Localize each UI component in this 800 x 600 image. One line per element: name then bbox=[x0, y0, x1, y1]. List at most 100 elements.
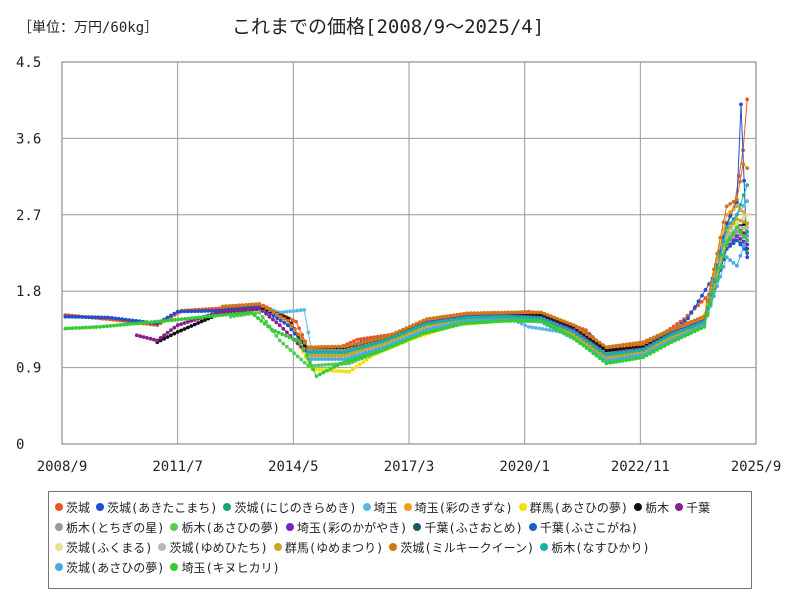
data-point bbox=[745, 97, 750, 102]
data-point bbox=[345, 359, 350, 364]
data-point bbox=[455, 317, 460, 321]
data-point bbox=[326, 350, 331, 355]
data-point bbox=[728, 221, 732, 226]
data-point bbox=[644, 346, 649, 350]
data-point bbox=[464, 321, 469, 326]
data-point bbox=[196, 321, 201, 325]
legend: 茨城 茨城(あきたこまち) 茨城(にじのきらめき) 埼玉 埼玉(彩のきずな) 群馬(あさひ… bbox=[48, 491, 752, 589]
data-point bbox=[581, 340, 586, 345]
data-point bbox=[662, 344, 667, 348]
legend-marker bbox=[528, 523, 537, 531]
data-point bbox=[323, 357, 327, 361]
legend-marker bbox=[170, 563, 179, 571]
data-point bbox=[728, 210, 732, 214]
data-point bbox=[721, 220, 726, 225]
data-point bbox=[346, 352, 351, 357]
legend-item: 茨城 bbox=[55, 497, 90, 517]
data-point bbox=[614, 347, 619, 352]
data-point bbox=[637, 353, 642, 358]
data-point bbox=[434, 328, 439, 333]
data-point bbox=[224, 304, 228, 309]
data-point bbox=[489, 315, 494, 319]
data-point bbox=[721, 254, 726, 259]
data-point bbox=[173, 318, 177, 322]
data-point bbox=[591, 351, 596, 356]
data-point bbox=[156, 319, 160, 324]
data-point bbox=[689, 319, 694, 324]
data-point bbox=[274, 320, 279, 325]
legend-item: 茨城(ふくまる) bbox=[55, 537, 152, 557]
data-point bbox=[745, 183, 750, 188]
data-point bbox=[319, 357, 324, 361]
data-point bbox=[257, 310, 262, 315]
data-point bbox=[273, 329, 277, 333]
legend-item: 栃木(とちぎの星) bbox=[55, 517, 164, 537]
data-point bbox=[555, 316, 560, 321]
data-point bbox=[712, 279, 716, 284]
data-point bbox=[682, 327, 687, 332]
data-point bbox=[627, 352, 632, 357]
data-point bbox=[568, 328, 573, 333]
data-point bbox=[387, 339, 392, 344]
data-point bbox=[298, 340, 302, 344]
legend-marker bbox=[403, 503, 412, 511]
data-point bbox=[562, 326, 566, 330]
data-point bbox=[634, 348, 639, 353]
legend-label: 栃木(なすひかり) bbox=[551, 540, 650, 555]
data-point bbox=[309, 350, 314, 355]
data-point bbox=[662, 330, 667, 335]
data-point bbox=[99, 315, 104, 320]
data-point bbox=[634, 354, 639, 358]
data-point bbox=[604, 361, 609, 366]
data-point bbox=[571, 330, 576, 334]
data-point bbox=[407, 328, 412, 333]
data-point bbox=[655, 347, 660, 352]
data-point bbox=[377, 336, 381, 341]
data-point bbox=[728, 231, 732, 236]
data-point bbox=[568, 334, 573, 339]
data-point bbox=[329, 353, 334, 358]
data-point bbox=[275, 316, 280, 321]
data-point bbox=[745, 212, 750, 217]
data-point bbox=[199, 319, 204, 324]
data-point bbox=[472, 315, 477, 320]
data-point bbox=[437, 327, 442, 332]
data-point bbox=[503, 310, 507, 315]
data-point bbox=[127, 318, 132, 322]
data-point bbox=[509, 310, 514, 315]
data-point bbox=[513, 310, 517, 315]
data-point bbox=[359, 355, 364, 359]
data-point bbox=[162, 336, 167, 341]
data-point bbox=[289, 327, 294, 332]
data-point bbox=[489, 310, 494, 315]
data-point bbox=[179, 317, 184, 322]
data-point bbox=[692, 318, 697, 323]
data-point bbox=[343, 369, 348, 374]
data-point bbox=[240, 303, 245, 307]
data-point bbox=[644, 338, 649, 343]
data-point bbox=[404, 326, 409, 330]
legend-item: 茨城(ミルキークイーン) bbox=[389, 537, 534, 557]
data-point bbox=[335, 363, 340, 368]
data-point bbox=[530, 325, 535, 330]
data-point bbox=[291, 309, 296, 313]
data-point bbox=[386, 345, 391, 350]
data-point bbox=[745, 238, 750, 243]
data-point bbox=[80, 325, 85, 330]
data-point bbox=[417, 333, 422, 337]
data-point bbox=[285, 330, 289, 335]
data-point bbox=[611, 352, 615, 356]
data-point bbox=[469, 315, 473, 320]
data-point bbox=[373, 344, 378, 349]
data-point bbox=[165, 335, 170, 339]
data-point bbox=[738, 229, 743, 234]
data-point bbox=[594, 353, 599, 358]
data-point bbox=[281, 326, 286, 331]
data-point bbox=[428, 316, 432, 321]
data-point bbox=[479, 315, 483, 320]
data-point bbox=[641, 355, 645, 360]
data-point bbox=[741, 225, 746, 230]
data-point bbox=[73, 326, 78, 330]
data-point bbox=[313, 353, 317, 358]
legend-label: 栃木(とちぎの星) bbox=[66, 520, 165, 535]
